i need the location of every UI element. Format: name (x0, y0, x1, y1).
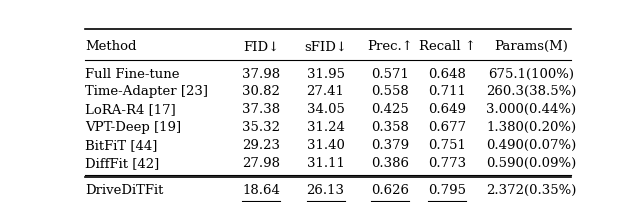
Text: 18.64: 18.64 (242, 184, 280, 197)
Text: 0.677: 0.677 (428, 121, 466, 134)
Text: 0.558: 0.558 (371, 85, 409, 98)
Text: 0.386: 0.386 (371, 157, 409, 170)
Text: 29.23: 29.23 (242, 139, 280, 152)
Text: 260.3(38.5%): 260.3(38.5%) (486, 85, 577, 98)
Text: Time-Adapter [23]: Time-Adapter [23] (85, 85, 208, 98)
Text: 27.41: 27.41 (307, 85, 344, 98)
Text: sFID↓: sFID↓ (304, 40, 347, 53)
Text: BitFiT [44]: BitFiT [44] (85, 139, 157, 152)
Text: 37.38: 37.38 (242, 103, 280, 116)
Text: 1.380(0.20%): 1.380(0.20%) (486, 121, 577, 134)
Text: 0.649: 0.649 (428, 103, 466, 116)
Text: FID↓: FID↓ (243, 40, 279, 53)
Text: 0.571: 0.571 (371, 67, 409, 81)
Text: 0.626: 0.626 (371, 184, 409, 197)
Text: 0.648: 0.648 (428, 67, 466, 81)
Text: 0.711: 0.711 (428, 85, 466, 98)
Text: 37.98: 37.98 (242, 67, 280, 81)
Text: VPT-Deep [19]: VPT-Deep [19] (85, 121, 181, 134)
Text: Recall ↑: Recall ↑ (419, 40, 476, 53)
Text: LoRA-R4 [17]: LoRA-R4 [17] (85, 103, 176, 116)
Text: 0.590(0.09%): 0.590(0.09%) (486, 157, 577, 170)
Text: DiffFit [42]: DiffFit [42] (85, 157, 159, 170)
Text: Prec.↑: Prec.↑ (367, 40, 413, 53)
Text: Params(M): Params(M) (495, 40, 568, 53)
Text: 0.490(0.07%): 0.490(0.07%) (486, 139, 577, 152)
Text: 0.751: 0.751 (428, 139, 466, 152)
Text: 31.40: 31.40 (307, 139, 344, 152)
Text: DriveDiTFit: DriveDiTFit (85, 184, 163, 197)
Text: Method: Method (85, 40, 136, 53)
Text: 31.24: 31.24 (307, 121, 344, 134)
Text: 3.000(0.44%): 3.000(0.44%) (486, 103, 577, 116)
Text: 31.95: 31.95 (307, 67, 344, 81)
Text: 26.13: 26.13 (307, 184, 344, 197)
Text: 0.379: 0.379 (371, 139, 409, 152)
Text: 0.773: 0.773 (428, 157, 466, 170)
Text: 27.98: 27.98 (242, 157, 280, 170)
Text: 675.1(100%): 675.1(100%) (488, 67, 574, 81)
Text: Full Fine-tune: Full Fine-tune (85, 67, 179, 81)
Text: 0.358: 0.358 (371, 121, 409, 134)
Text: 31.11: 31.11 (307, 157, 344, 170)
Text: 0.425: 0.425 (371, 103, 409, 116)
Text: 30.82: 30.82 (242, 85, 280, 98)
Text: 34.05: 34.05 (307, 103, 344, 116)
Text: 2.372(0.35%): 2.372(0.35%) (486, 184, 577, 197)
Text: 35.32: 35.32 (242, 121, 280, 134)
Text: 0.795: 0.795 (428, 184, 466, 197)
